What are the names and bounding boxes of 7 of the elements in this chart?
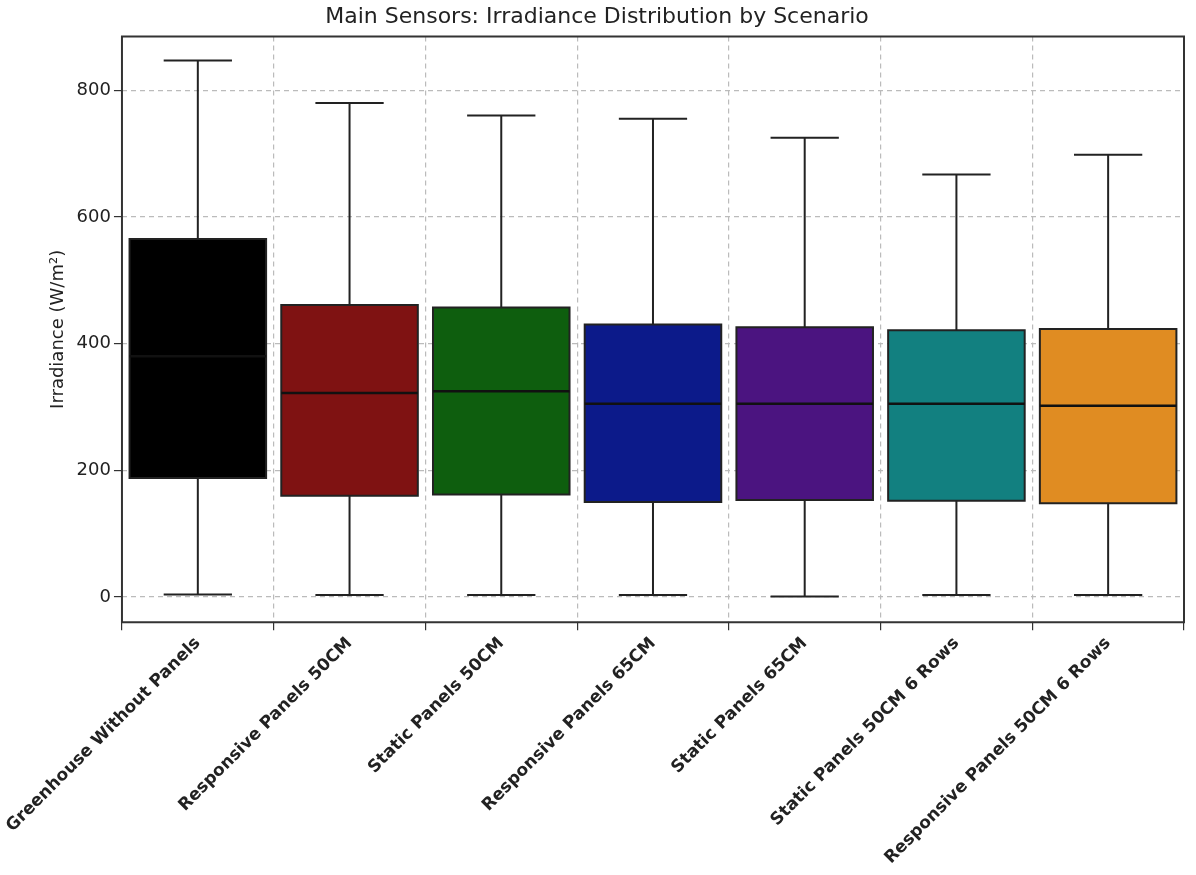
- y-axis-title: Irradiance (W/m²): [46, 249, 68, 409]
- y-tick-label: 0: [99, 584, 111, 606]
- y-tick-label: 200: [76, 457, 111, 479]
- y-tick-label: 800: [76, 77, 111, 99]
- y-tick-label: 600: [76, 204, 111, 226]
- y-tick-label: 400: [76, 331, 111, 353]
- chart-title: Main Sensors: Irradiance Distribution by Scenario: [325, 2, 869, 28]
